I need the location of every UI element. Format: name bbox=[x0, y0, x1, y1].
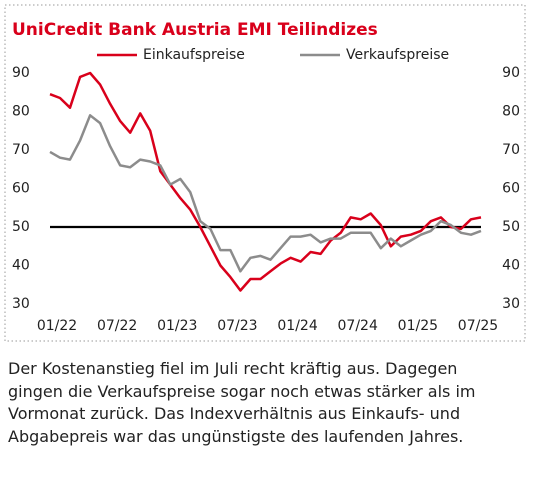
y2-tick-label: 40 bbox=[502, 258, 520, 274]
y-tick-label: 30 bbox=[12, 296, 30, 312]
x-tick-label: 07/22 bbox=[97, 318, 137, 334]
legend-label: Einkaufspreise bbox=[143, 47, 245, 63]
caption-line: gingen die Verkaufspreise sogar noch etw… bbox=[8, 381, 476, 401]
y2-tick-label: 50 bbox=[502, 219, 520, 235]
y2-tick-label: 80 bbox=[502, 104, 520, 120]
y-tick-label: 40 bbox=[12, 258, 30, 274]
y-tick-label: 90 bbox=[12, 65, 30, 81]
y-tick-label: 70 bbox=[12, 142, 30, 158]
x-tick-label: 07/23 bbox=[217, 318, 257, 334]
chart-frame bbox=[4, 4, 526, 342]
caption-line: Der Kostenanstieg fiel im Juli recht krä… bbox=[8, 359, 458, 378]
y-tick-label: 80 bbox=[12, 104, 30, 120]
x-tick-label: 07/25 bbox=[458, 318, 498, 334]
caption-line: Abgabepreis war das ungünstigste des lau… bbox=[8, 426, 464, 446]
series-line bbox=[49, 114, 482, 273]
x-tick-label: 01/23 bbox=[157, 318, 197, 334]
chart: UniCredit Bank Austria EMI Teilindizes 3… bbox=[4, 4, 526, 342]
x-tick-label: 01/24 bbox=[277, 318, 317, 334]
y-tick-label: 50 bbox=[12, 219, 30, 235]
series-line bbox=[49, 71, 482, 292]
x-tick-label: 07/24 bbox=[338, 318, 378, 334]
x-tick-label: 01/22 bbox=[37, 318, 77, 334]
caption: Der Kostenanstieg fiel im Juli recht krä… bbox=[8, 358, 538, 448]
y2-tick-label: 30 bbox=[502, 296, 520, 312]
legend-label: Verkaufspreise bbox=[346, 47, 449, 63]
x-tick-label: 01/25 bbox=[398, 318, 438, 334]
y2-tick-label: 90 bbox=[502, 65, 520, 81]
chart-title: UniCredit Bank Austria EMI Teilindizes bbox=[12, 20, 378, 40]
y-tick-label: 60 bbox=[12, 181, 30, 197]
y2-tick-label: 70 bbox=[502, 142, 520, 158]
y2-tick-label: 60 bbox=[502, 181, 520, 197]
caption-line: Vormonat zurück. Das Indexverhältnis aus… bbox=[8, 404, 461, 423]
